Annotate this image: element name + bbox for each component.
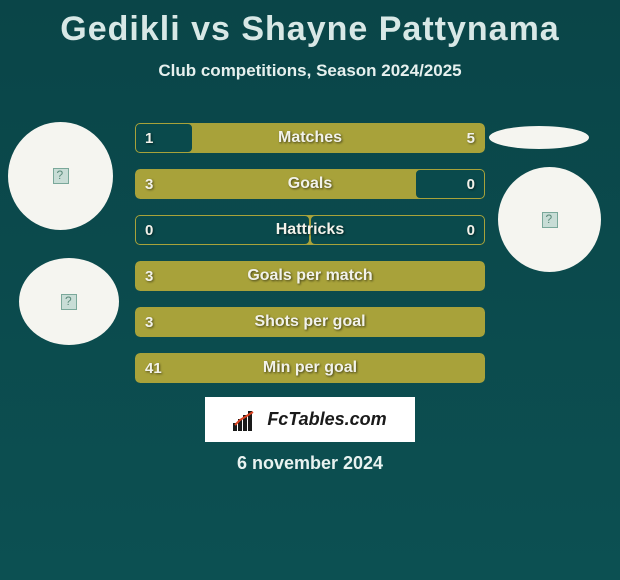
player-right-oval bbox=[489, 126, 589, 149]
stat-row: 41Min per goal bbox=[135, 353, 485, 383]
stat-label: Matches bbox=[135, 123, 485, 153]
stat-row: 00Hattricks bbox=[135, 215, 485, 245]
date-label: 6 november 2024 bbox=[0, 453, 620, 474]
image-placeholder-icon bbox=[53, 168, 69, 184]
stat-label: Hattricks bbox=[135, 215, 485, 245]
stat-label: Goals per match bbox=[135, 261, 485, 291]
player-right-avatar bbox=[498, 167, 601, 272]
brand-text: FcTables.com bbox=[267, 409, 386, 430]
page-title: Gedikli vs Shayne Pattynama bbox=[0, 0, 620, 49]
image-placeholder-icon bbox=[542, 212, 558, 228]
brand-logo-icon bbox=[233, 409, 261, 431]
subtitle: Club competitions, Season 2024/2025 bbox=[0, 61, 620, 81]
image-placeholder-icon bbox=[61, 294, 77, 310]
player-left-avatar bbox=[8, 122, 113, 230]
stat-row: 15Matches bbox=[135, 123, 485, 153]
stat-label: Goals bbox=[135, 169, 485, 199]
stat-label: Shots per goal bbox=[135, 307, 485, 337]
stat-row: 30Goals bbox=[135, 169, 485, 199]
stat-row: 3Goals per match bbox=[135, 261, 485, 291]
brand-watermark: FcTables.com bbox=[205, 397, 415, 442]
stats-container: 15Matches 30Goals 00Hattricks 3Goals per ma… bbox=[135, 123, 485, 399]
stat-label: Min per goal bbox=[135, 353, 485, 383]
team-left-badge bbox=[19, 258, 119, 345]
stat-row: 3Shots per goal bbox=[135, 307, 485, 337]
